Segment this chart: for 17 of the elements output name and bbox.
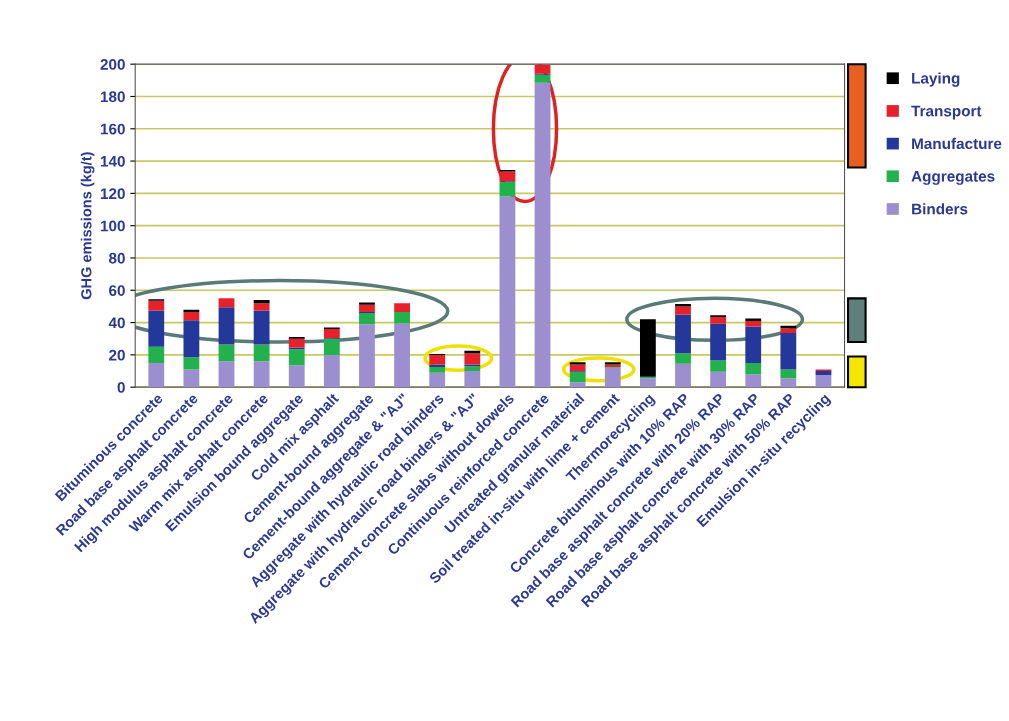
y-tick-label: 0 — [117, 382, 125, 393]
legend-label: Binders — [912, 203, 968, 215]
y-tick-label: 80 — [108, 252, 125, 264]
legend-label: Manufacture — [912, 137, 1002, 150]
y-tick-label: 200 — [100, 59, 125, 70]
y-tick-label: 40 — [108, 317, 125, 329]
y-tick-label: 100 — [100, 220, 125, 232]
y-tick-label: 140 — [100, 155, 125, 167]
y-tick-label: 120 — [100, 188, 125, 200]
y-axis-title: GHG emissions (kg/t) — [80, 152, 95, 300]
legend-label: Laying — [912, 72, 960, 87]
y-tick-label: 160 — [100, 123, 125, 135]
y-tick-label: 20 — [109, 349, 125, 361]
y-tick-label: 60 — [109, 285, 125, 296]
y-tick-label: 180 — [100, 91, 125, 103]
legend-label: Aggregates — [911, 171, 995, 185]
legend-label: Transport — [911, 105, 982, 120]
